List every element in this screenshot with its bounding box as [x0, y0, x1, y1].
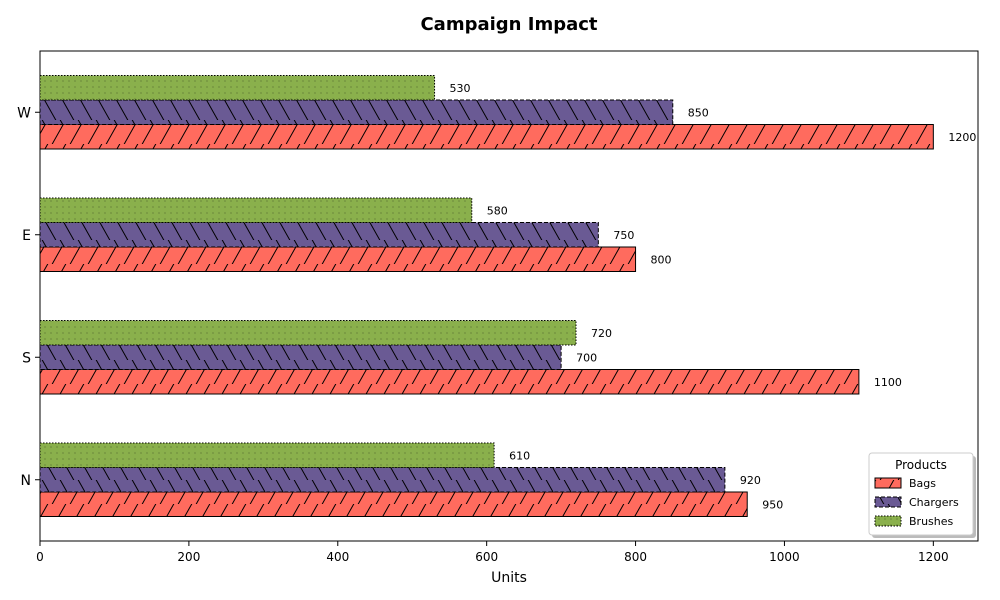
x-tick-label: 1000 — [769, 550, 800, 564]
bar-bags-w — [39, 124, 934, 150]
bar-bags-n — [39, 491, 748, 517]
x-tick-label: 400 — [326, 550, 349, 564]
bar-edge — [39, 320, 577, 346]
y-axis: N S E W — [17, 105, 40, 489]
data-label-brushes-w: 530 — [450, 82, 471, 95]
bar-chargers-n — [39, 467, 726, 493]
bar-hatch — [40, 467, 725, 492]
data-label-brushes-n: 610 — [509, 449, 530, 462]
bar-brushes-w — [39, 75, 436, 101]
bar-hatch — [40, 198, 472, 223]
x-tick-label: 800 — [624, 550, 647, 564]
bar-hatch — [40, 369, 859, 394]
bar-chargers-s — [39, 344, 562, 370]
data-label-bags-w: 1200 — [948, 131, 976, 144]
y-tick-label-s: S — [22, 350, 31, 366]
chart-title: Campaign Impact — [420, 14, 597, 35]
legend-swatch-hatch — [875, 497, 901, 507]
legend-swatch-edge — [874, 496, 902, 508]
bar-brushes-s — [39, 320, 577, 346]
data-label-chargers-n: 920 — [740, 474, 761, 487]
x-tick-label: 0 — [36, 550, 44, 564]
bar-hatch — [40, 320, 576, 345]
plot-area-frame — [39, 50, 979, 542]
x-axis: 0 200 400 600 800 1000 1200 — [36, 541, 949, 564]
bar-hatch — [40, 124, 934, 149]
x-tick-label: 1200 — [918, 550, 949, 564]
y-tick-label-e: E — [22, 228, 31, 244]
legend-box — [868, 452, 974, 536]
data-label-brushes-s: 720 — [591, 327, 612, 340]
legend-item-brushes: Brushes — [874, 515, 954, 528]
x-tick-label: 200 — [177, 550, 200, 564]
legend-label: Bags — [909, 477, 936, 490]
bar-brushes-e — [39, 197, 473, 223]
bar-hatch — [40, 75, 435, 100]
x-axis-label: Units — [491, 570, 527, 586]
data-label-bags-e: 800 — [651, 253, 672, 266]
data-label-chargers-s: 700 — [576, 351, 597, 364]
legend-title: Products — [895, 458, 947, 472]
y-tick-label-w: W — [17, 105, 31, 121]
legend-label: Brushes — [909, 515, 954, 528]
bar-edge — [39, 75, 436, 101]
legend-swatch-hatch — [875, 478, 901, 488]
data-label-bags-s: 1100 — [874, 376, 902, 389]
legend-label: Chargers — [909, 496, 959, 509]
bar-hatch — [40, 222, 599, 247]
y-tick-label-n: N — [21, 473, 31, 489]
bar-edge — [39, 442, 495, 468]
bar-bags-s — [39, 369, 860, 395]
bar-chargers-e — [39, 222, 599, 248]
bar-hatch — [40, 247, 636, 272]
bars-layer — [39, 75, 934, 517]
bar-bags-e — [39, 246, 637, 272]
data-label-brushes-e: 580 — [487, 204, 508, 217]
bar-hatch — [40, 492, 748, 517]
legend-items: Bags Chargers Brushes — [874, 477, 959, 528]
bar-hatch — [40, 100, 673, 125]
legend-swatch-edge — [874, 515, 902, 527]
legend-swatch-edge — [874, 477, 902, 489]
bar-brushes-n — [39, 442, 495, 468]
data-label-bags-n: 950 — [762, 498, 783, 511]
data-label-chargers-w: 850 — [688, 106, 709, 119]
bar-chargers-w — [39, 99, 674, 125]
bar-hatch — [40, 345, 562, 370]
legend: Products Bags Chargers Brushes — [868, 452, 976, 538]
bar-hatch — [40, 443, 495, 468]
x-tick-label: 600 — [475, 550, 498, 564]
legend-item-bags: Bags — [874, 477, 936, 490]
bar-edge — [39, 197, 473, 223]
legend-swatch-hatch — [875, 516, 901, 526]
data-label-chargers-e: 750 — [613, 229, 634, 242]
legend-item-chargers: Chargers — [874, 496, 959, 509]
